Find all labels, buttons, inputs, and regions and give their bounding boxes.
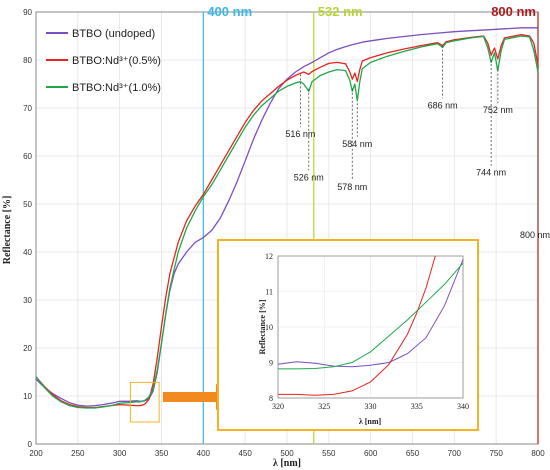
y-tick-label: 90 — [23, 8, 32, 17]
marker-label-400: 400 nm — [207, 4, 252, 19]
inset-region-marker — [129, 381, 160, 423]
annotation-label-516: 516 nm — [285, 129, 315, 139]
x-tick-label: 450 — [238, 449, 252, 458]
legend-label-nd05: BTBO:Nd³⁺(0.5%) — [72, 55, 161, 67]
inset-x-tick-label: 330 — [365, 402, 377, 411]
y-tick-label: 70 — [23, 104, 32, 113]
x-tick-label: 750 — [489, 449, 503, 458]
annotation-label-584: 584 nm — [342, 139, 372, 149]
legend: BTBO (undoped) BTBO:Nd³⁺(0.5%) BTBO:Nd³⁺… — [46, 28, 161, 94]
x-tick-label: 550 — [322, 449, 336, 458]
y-axis-label: Reflectance [%] — [2, 196, 13, 265]
x-tick-label: 700 — [448, 449, 462, 458]
y-tick-label: 20 — [23, 344, 32, 353]
inset-plot-frame — [277, 255, 464, 399]
main-series — [35, 27, 539, 409]
inset-series-line-2 — [278, 262, 464, 370]
inset-x-tick-label: 325 — [318, 402, 330, 411]
annotation-label-752: 752 nm — [483, 105, 513, 115]
x-tick-label: 300 — [113, 449, 127, 458]
annotation-label-578: 578 nm — [337, 182, 367, 192]
inset-y-tick-label: 11 — [265, 288, 273, 297]
inset-tick-labels: 320 325 330 335 340 8 9 10 11 12 — [265, 252, 469, 411]
annotation-label-686: 686 nm — [428, 100, 458, 110]
series-line-0 — [35, 27, 538, 407]
series-line-2 — [35, 35, 539, 409]
y-tick-label: 50 — [23, 200, 32, 209]
annotation-label-526: 526 nm — [294, 172, 324, 182]
marker-label-532: 532 nm — [318, 4, 363, 19]
x-axis-label: λ [nm] — [273, 458, 301, 469]
x-tick-label: 800 — [531, 449, 545, 458]
inset-x-tick-label: 320 — [272, 402, 284, 411]
x-tick-label: 500 — [280, 449, 294, 458]
x-tick-label: 600 — [364, 449, 378, 458]
main-tick-labels: 200 250 300 350 400 450 500 550 600 650 700 750 800 0… — [23, 8, 545, 458]
y-tick-label: 0 — [28, 440, 33, 449]
inset-y-tick-label: 9 — [269, 359, 273, 368]
series-line-1 — [35, 33, 539, 409]
x-tick-label: 350 — [155, 449, 169, 458]
inset-x-axis-label: λ [nm] — [359, 417, 382, 426]
inset-x-tick-label: 340 — [457, 402, 469, 411]
annotation-label-800: 800 nm — [520, 230, 550, 240]
inset-series — [277, 255, 464, 396]
legend-label-nd10: BTBO:Nd³⁺(1.0%) — [72, 82, 161, 94]
legend-label-undoped: BTBO (undoped) — [72, 28, 155, 40]
y-tick-label: 40 — [23, 248, 32, 257]
annotation-label-744: 744 nm — [476, 168, 506, 178]
inset-frame — [217, 239, 479, 431]
inset-series-line-0 — [277, 259, 464, 368]
x-tick-label: 200 — [29, 449, 43, 458]
peak-annotations: 516 nm 526 nm 578 nm 584 nm 686 nm 744 nm 752 … — [285, 45, 550, 240]
x-tick-label: 650 — [406, 449, 420, 458]
y-tick-label: 60 — [23, 152, 32, 161]
inset-y-axis-label: Reflectance [%] — [258, 299, 267, 354]
x-tick-label: 400 — [197, 449, 211, 458]
y-tick-label: 30 — [23, 296, 32, 305]
inset-x-tick-label: 335 — [411, 402, 423, 411]
x-tick-label: 250 — [71, 449, 85, 458]
inset-y-tick-label: 12 — [265, 252, 273, 261]
inset-series-line-1 — [278, 255, 436, 396]
marker-label-800: 800 nm — [491, 4, 536, 19]
y-tick-label: 10 — [23, 392, 32, 401]
inset-y-tick-label: 8 — [269, 394, 273, 403]
y-tick-label: 80 — [23, 56, 32, 65]
inset-y-tick-label: 10 — [265, 323, 273, 332]
